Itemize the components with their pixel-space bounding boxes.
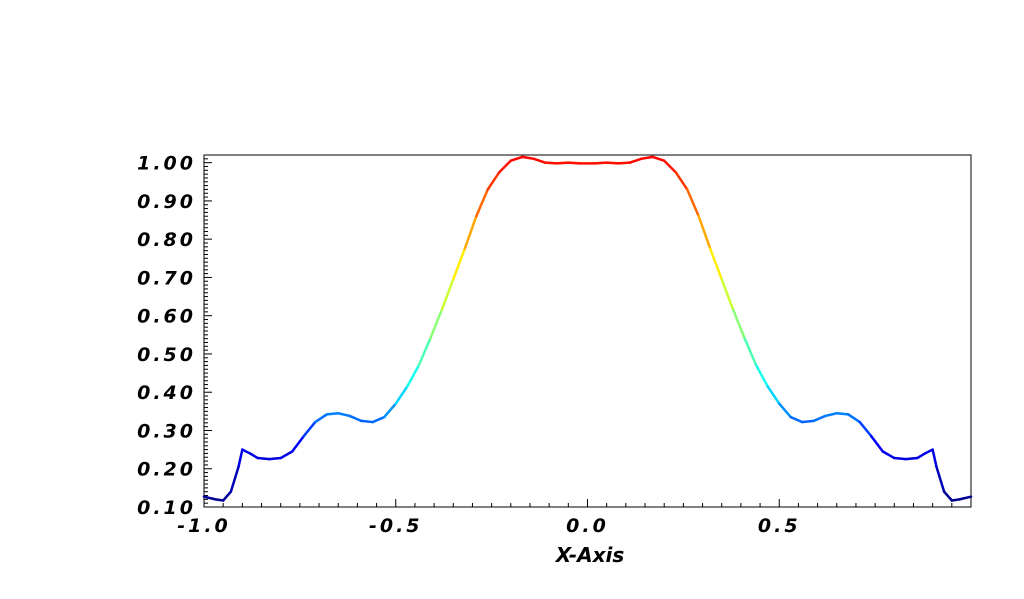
- series-segment: [371, 415, 386, 424]
- series-segment: [555, 161, 570, 165]
- y-tick-label: 0.60: [137, 306, 196, 328]
- series-segment: [452, 247, 467, 281]
- series-segment: [685, 188, 700, 218]
- series-segment: [916, 452, 927, 460]
- series-segment: [628, 157, 643, 164]
- y-tick-label: 0.20: [137, 459, 196, 481]
- series-segment: [429, 308, 444, 340]
- series-segment: [674, 170, 689, 191]
- series-segment: [221, 490, 233, 502]
- series-segment: [708, 247, 723, 281]
- series-segment: [881, 450, 896, 460]
- series-segment: [336, 412, 351, 418]
- series-segment: [778, 402, 793, 419]
- series-segment: [394, 385, 409, 405]
- series-segment: [754, 364, 769, 388]
- x-tick-label: -1.0: [177, 515, 231, 537]
- series-segment: [279, 450, 294, 460]
- series-segment: [237, 448, 244, 469]
- y-tick-label: 0.50: [137, 344, 196, 366]
- series-segment: [241, 448, 252, 455]
- series-segment: [509, 155, 524, 162]
- series-segment: [605, 161, 620, 165]
- series-segment: [248, 452, 259, 460]
- series-segment: [942, 490, 954, 502]
- series-segment: [847, 413, 862, 424]
- series-segment: [923, 448, 934, 455]
- series-segment: [290, 434, 305, 453]
- series-segment: [302, 420, 317, 438]
- series-segment: [229, 465, 240, 493]
- series-segment: [567, 161, 582, 165]
- series-segment: [616, 161, 631, 165]
- series-segment: [202, 495, 217, 501]
- series-segment: [486, 170, 501, 191]
- y-tick-label: 0.40: [137, 382, 196, 404]
- series-segment: [958, 495, 973, 501]
- series-segment: [789, 415, 804, 424]
- series-segment: [950, 498, 961, 502]
- x-tick-label: 0.0: [566, 515, 609, 537]
- y-tick-labels: 0.10 0.20 0.30 0.40 0.50 0.60 0.70 0.80 0.90 1.00: [137, 153, 196, 519]
- series-segment: [256, 456, 271, 461]
- series-segment: [904, 456, 919, 461]
- x-tick-labels: -1.0 -0.5 0.0 0.5: [177, 515, 801, 537]
- series-segment: [406, 364, 421, 388]
- y-tick-label: 0.10: [137, 497, 196, 519]
- series-segment: [325, 412, 340, 416]
- series-segment: [521, 155, 536, 161]
- series-segment: [651, 155, 666, 162]
- y-tick-label: 0.90: [137, 191, 196, 213]
- series-segment: [893, 456, 908, 461]
- series-segment: [801, 419, 816, 424]
- series-segment: [662, 159, 677, 174]
- series-segment: [532, 157, 547, 164]
- series-segment: [440, 278, 455, 312]
- series-segment: [697, 214, 712, 250]
- y-tick-label: 1.00: [137, 153, 196, 175]
- series-segment: [417, 337, 432, 367]
- series-segment: [639, 155, 654, 161]
- series-segment: [720, 278, 735, 312]
- series-segment: [812, 414, 827, 423]
- series-segment: [463, 214, 478, 250]
- series-segment: [382, 402, 397, 419]
- y-tick-label: 0.70: [137, 267, 196, 289]
- y-tick-label: 0.30: [137, 420, 196, 442]
- series-segment: [731, 308, 746, 340]
- series-segment: [931, 448, 938, 469]
- series-segment: [498, 159, 513, 174]
- series-segment: [214, 498, 225, 502]
- series-segment: [743, 337, 758, 367]
- series-segment: [475, 188, 490, 218]
- data-series: [202, 155, 973, 502]
- series-segment: [935, 465, 946, 493]
- series-segment: [544, 161, 559, 165]
- series-segment: [348, 414, 363, 423]
- series-segment: [858, 420, 873, 438]
- series-segment: [835, 412, 850, 416]
- series-segment: [267, 456, 282, 461]
- minor-ticks: [203, 154, 972, 508]
- x-tick-label: 0.5: [758, 515, 801, 537]
- series-segment: [870, 434, 885, 453]
- series-segment: [359, 419, 374, 424]
- series-segment: [824, 412, 839, 418]
- y-tick-label: 0.80: [137, 229, 196, 251]
- series-segment: [593, 161, 608, 165]
- series-segment: [313, 413, 328, 424]
- x-axis-title: X-Axis: [554, 543, 625, 567]
- x-tick-label: -0.5: [369, 515, 423, 537]
- series-segment: [766, 385, 781, 405]
